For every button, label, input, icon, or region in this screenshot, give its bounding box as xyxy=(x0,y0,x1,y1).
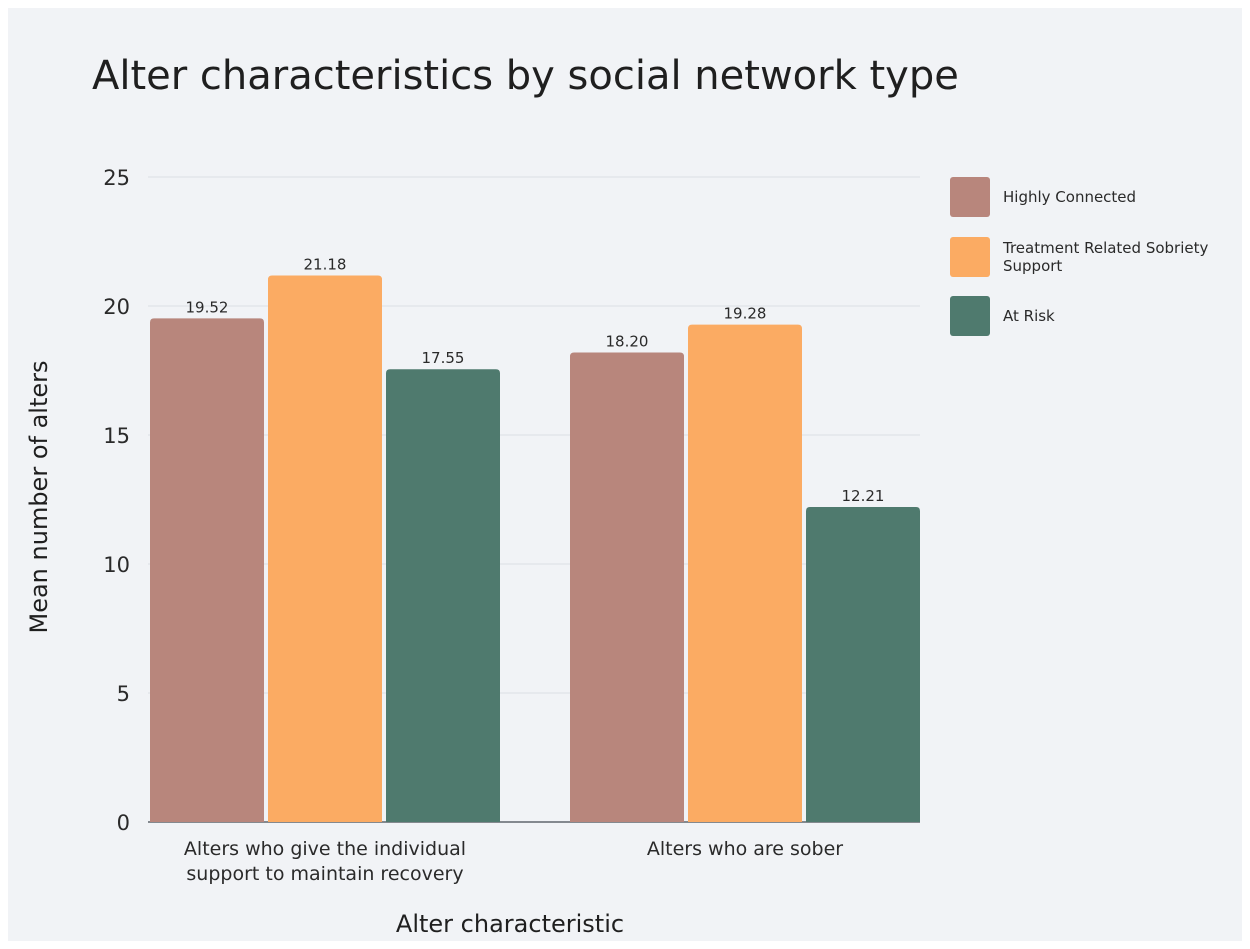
data-label: 19.28 xyxy=(724,305,767,323)
data-label: 19.52 xyxy=(186,298,229,316)
bar-at-risk-1 xyxy=(806,506,920,822)
legend-swatch xyxy=(950,177,990,217)
x-axis-categories: Alters who give the individual support to… xyxy=(184,838,843,885)
legend-label: At Risk xyxy=(1003,307,1055,325)
bar-treatment-related-sobriety-support-0 xyxy=(268,275,382,822)
data-label: 12.21 xyxy=(842,487,885,505)
y-axis-title: Mean number of alters xyxy=(25,361,53,634)
y-axis-ticks: 0 5 10 15 20 25 xyxy=(103,166,130,835)
y-tick-label: 0 xyxy=(117,811,130,835)
bar-at-risk-0 xyxy=(386,369,500,822)
legend-label: Support xyxy=(1003,257,1062,275)
data-label: 17.55 xyxy=(422,349,465,367)
bar-highly-connected-0 xyxy=(150,318,264,822)
data-label: 21.18 xyxy=(304,256,347,274)
data-labels: 19.52 21.18 17.55 18.20 19.28 12.21 xyxy=(186,256,885,505)
y-tick-label: 20 xyxy=(103,295,130,319)
chart-title: Alter characteristics by social network … xyxy=(92,53,959,99)
bar-highly-connected-1 xyxy=(570,352,684,822)
y-tick-label: 10 xyxy=(103,553,130,577)
x-category-label: support to maintain recovery xyxy=(186,863,463,885)
bars xyxy=(150,275,920,822)
legend: Highly Connected Treatment Related Sobrie… xyxy=(950,177,1208,336)
legend-label: Highly Connected xyxy=(1003,188,1136,206)
y-tick-label: 5 xyxy=(117,682,130,706)
x-category-label: Alters who give the individual xyxy=(184,838,466,860)
x-category-label: Alters who are sober xyxy=(647,838,843,860)
data-label: 18.20 xyxy=(606,332,649,350)
x-axis-title: Alter characteristic xyxy=(396,910,624,938)
legend-swatch xyxy=(950,237,990,277)
legend-label: Treatment Related Sobriety xyxy=(1002,239,1208,257)
bar-treatment-related-sobriety-support-1 xyxy=(688,324,802,822)
legend-swatch xyxy=(950,296,990,336)
y-tick-label: 15 xyxy=(103,424,130,448)
y-tick-label: 25 xyxy=(103,166,130,190)
